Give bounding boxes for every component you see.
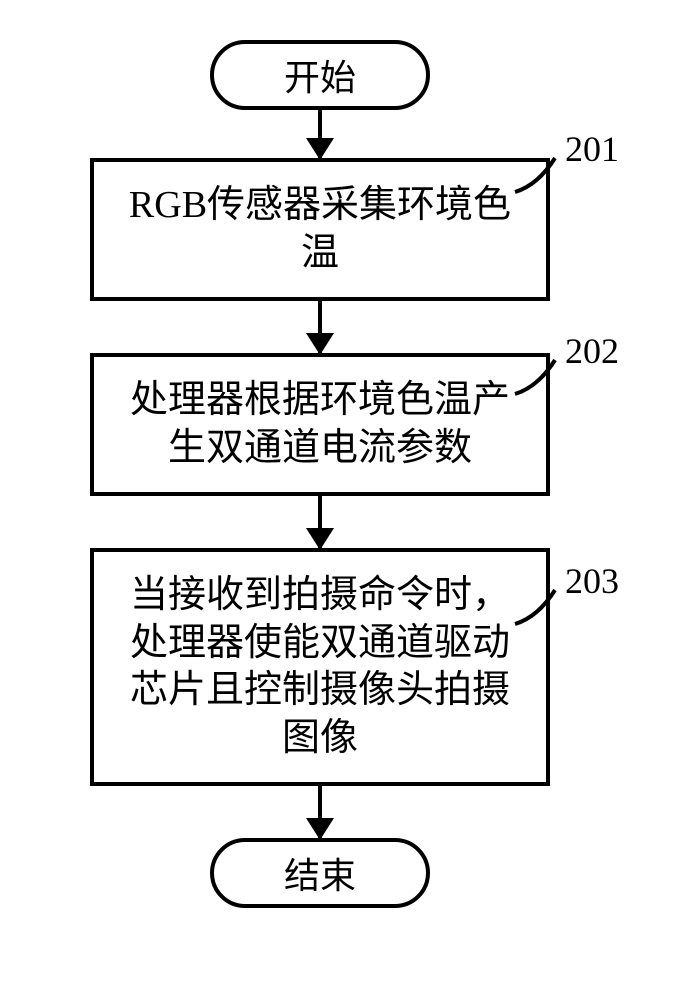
process-step-3: 当接收到拍摄命令时，处理器使能双通道驱动芯片且控制摄像头拍摄图像 — [90, 548, 550, 786]
flowchart-container: 开始 RGB传感器采集环境色温 处理器根据环境色温产生双通道电流参数 当接收到拍… — [80, 40, 560, 908]
arrow-4 — [80, 786, 560, 838]
connector-201 — [510, 150, 570, 200]
step2-text: 处理器根据环境色温产生双通道电流参数 — [130, 379, 510, 469]
connector-203 — [510, 582, 570, 632]
connector-202 — [510, 352, 570, 402]
start-label: 开始 — [284, 49, 356, 101]
arrow-2 — [80, 301, 560, 353]
label-202: 202 — [565, 330, 619, 372]
step3-text: 当接收到拍摄命令时，处理器使能双通道驱动芯片且控制摄像头拍摄图像 — [130, 574, 510, 759]
arrow-1 — [80, 110, 560, 158]
end-label: 结束 — [284, 847, 356, 899]
start-terminal: 开始 — [210, 40, 430, 110]
arrow-3 — [80, 496, 560, 548]
end-terminal: 结束 — [210, 838, 430, 908]
label-201: 201 — [565, 128, 619, 170]
process-step-1: RGB传感器采集环境色温 — [90, 158, 550, 301]
process-step-2: 处理器根据环境色温产生双通道电流参数 — [90, 353, 550, 496]
label-203: 203 — [565, 560, 619, 602]
step1-text: RGB传感器采集环境色温 — [129, 184, 511, 274]
